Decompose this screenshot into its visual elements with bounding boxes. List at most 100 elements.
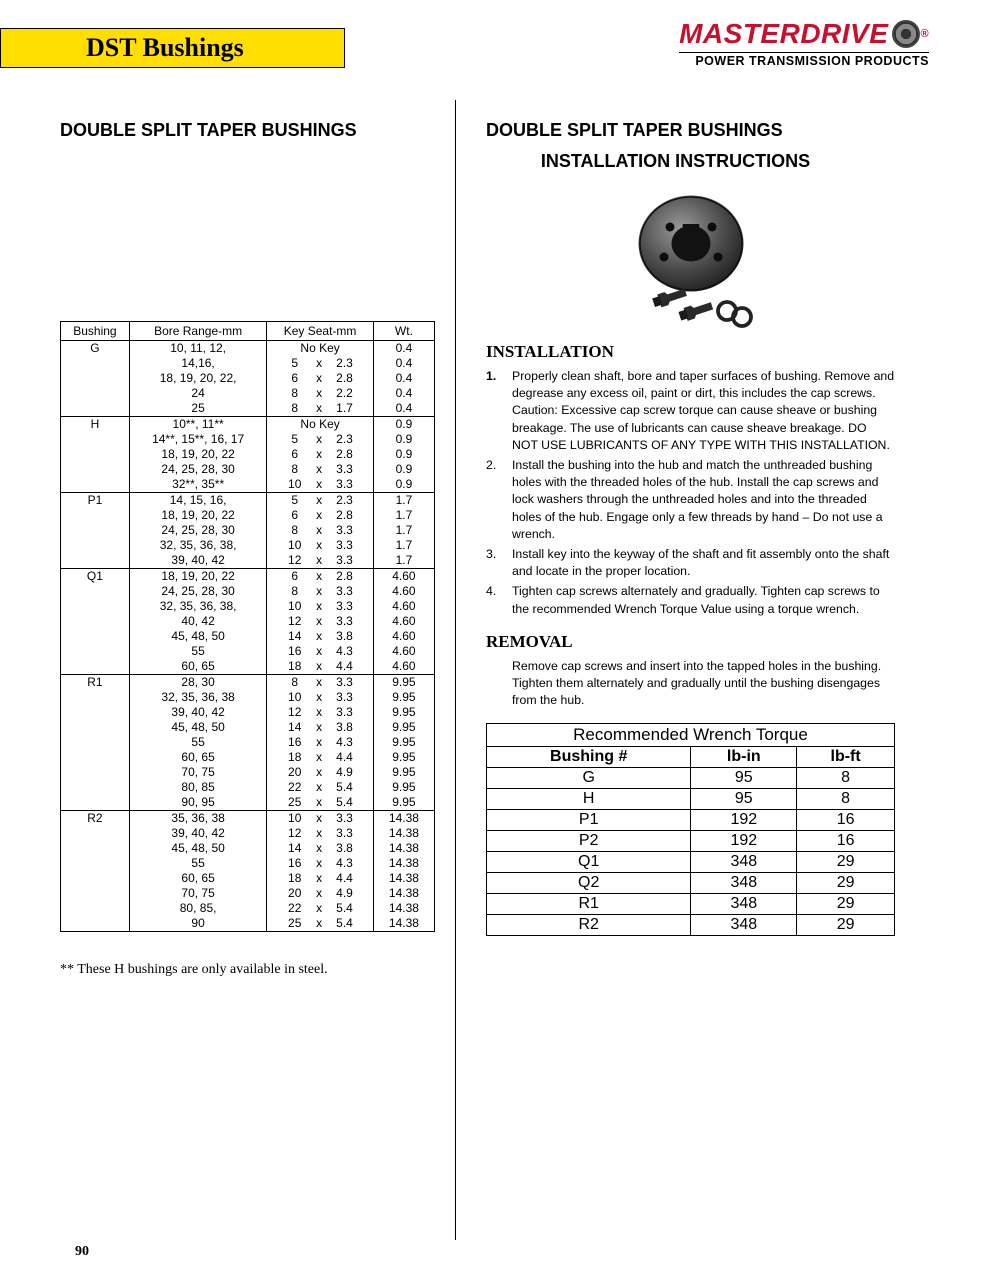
table-row: 90, 9525x5.49.95 <box>61 795 435 811</box>
cell-keyseat: 16x4.3 <box>267 735 373 750</box>
torque-col-lbft: lb-ft <box>797 747 895 768</box>
table-row: P114, 15, 16,5x2.31.7 <box>61 493 435 509</box>
removal-text: Remove cap screws and insert into the ta… <box>512 658 895 710</box>
cell-bore: 90, 95 <box>129 795 266 811</box>
cell-keyseat: 10x3.3 <box>267 599 373 614</box>
cell-bushing <box>61 356 130 371</box>
cell-bushing: Q1 <box>61 569 130 585</box>
cell-weight: 9.95 <box>373 720 434 735</box>
instruction-item: 3.Install key into the keyway of the sha… <box>486 546 895 580</box>
cell-bushing-num: R1 <box>487 894 691 915</box>
cell-weight: 4.60 <box>373 569 434 585</box>
cell-weight: 14.38 <box>373 811 434 827</box>
cell-keyseat: 16x4.3 <box>267 644 373 659</box>
table-row: Q134829 <box>487 852 895 873</box>
cell-weight: 9.95 <box>373 795 434 811</box>
table-row: R234829 <box>487 915 895 936</box>
instruction-number: 4. <box>486 583 512 617</box>
table-row: 60, 6518x4.49.95 <box>61 750 435 765</box>
cell-weight: 4.60 <box>373 584 434 599</box>
cell-lbft: 29 <box>797 852 895 873</box>
cell-weight: 0.9 <box>373 477 434 493</box>
cell-bore: 10**, 11** <box>129 417 266 433</box>
cell-lbin: 95 <box>691 768 797 789</box>
cell-bushing <box>61 644 130 659</box>
cell-bore: 80, 85 <box>129 780 266 795</box>
cell-bushing <box>61 901 130 916</box>
cell-bore: 70, 75 <box>129 765 266 780</box>
cell-weight: 14.38 <box>373 856 434 871</box>
table-row: 80, 8522x5.49.95 <box>61 780 435 795</box>
cell-bushing-num: G <box>487 768 691 789</box>
cell-bushing-num: R2 <box>487 915 691 936</box>
cell-lbin: 348 <box>691 915 797 936</box>
cell-keyseat: 18x4.4 <box>267 659 373 675</box>
cell-weight: 1.7 <box>373 523 434 538</box>
table-row: 14,16,5x2.30.4 <box>61 356 435 371</box>
footnote: ** These H bushings are only available i… <box>60 962 435 978</box>
cell-keyseat: 10x3.3 <box>267 811 373 827</box>
cell-bore: 39, 40, 42 <box>129 705 266 720</box>
cell-keyseat: 8x2.2 <box>267 386 373 401</box>
cell-weight: 1.7 <box>373 538 434 553</box>
cell-bore: 14**, 15**, 16, 17 <box>129 432 266 447</box>
instruction-item: 4.Tighten cap screws alternately and gra… <box>486 583 895 617</box>
cell-bore: 24, 25, 28, 30 <box>129 584 266 599</box>
cell-weight: 0.4 <box>373 386 434 401</box>
header-band: DST Bushings <box>0 28 345 68</box>
table-row: 60, 6518x4.414.38 <box>61 871 435 886</box>
cell-keyseat: 8x1.7 <box>267 401 373 417</box>
cell-bushing <box>61 690 130 705</box>
cell-bushing <box>61 447 130 462</box>
table-row: P119216 <box>487 810 895 831</box>
table-row: 32, 35, 36, 3810x3.39.95 <box>61 690 435 705</box>
cell-weight: 14.38 <box>373 841 434 856</box>
brand-name: MASTERDRIVE ® <box>679 18 929 50</box>
cell-bore: 24 <box>129 386 266 401</box>
cell-weight: 0.4 <box>373 371 434 386</box>
cell-weight: 0.4 <box>373 341 434 357</box>
cell-bore: 18, 19, 20, 22 <box>129 569 266 585</box>
cell-bore: 32**, 35** <box>129 477 266 493</box>
cell-bore: 35, 36, 38 <box>129 811 266 827</box>
cell-keyseat: 12x3.3 <box>267 553 373 569</box>
cell-bushing <box>61 795 130 811</box>
cell-bushing <box>61 720 130 735</box>
cell-bushing <box>61 553 130 569</box>
cell-lbft: 29 <box>797 894 895 915</box>
right-heading-2: INSTALLATION INSTRUCTIONS <box>456 151 895 172</box>
table-row: 18, 19, 20, 226x2.81.7 <box>61 508 435 523</box>
cell-weight: 4.60 <box>373 614 434 629</box>
table-row: H958 <box>487 789 895 810</box>
cell-bore: 80, 85, <box>129 901 266 916</box>
cell-lbft: 16 <box>797 831 895 852</box>
torque-col-bushing: Bushing # <box>487 747 691 768</box>
cell-bore: 55 <box>129 644 266 659</box>
cell-bore: 60, 65 <box>129 659 266 675</box>
cell-bushing <box>61 523 130 538</box>
cell-bushing <box>61 659 130 675</box>
table-row: 258x1.70.4 <box>61 401 435 417</box>
cell-bushing-num: Q2 <box>487 873 691 894</box>
table-row: R128, 308x3.39.95 <box>61 675 435 691</box>
spec-header-row: Bushing Bore Range-mm Key Seat-mm Wt. <box>61 322 435 341</box>
cell-bore: 14,16, <box>129 356 266 371</box>
instruction-item: 2.Install the bushing into the hub and m… <box>486 457 895 543</box>
table-row: 40, 4212x3.34.60 <box>61 614 435 629</box>
cell-keyseat: 8x3.3 <box>267 675 373 691</box>
cell-bushing-num: P2 <box>487 831 691 852</box>
col-bushing: Bushing <box>61 322 130 341</box>
cell-bore: 24, 25, 28, 30 <box>129 462 266 477</box>
col-wt: Wt. <box>373 322 434 341</box>
cell-bore: 32, 35, 36, 38 <box>129 690 266 705</box>
cell-keyseat: 22x5.4 <box>267 901 373 916</box>
cell-keyseat: No Key <box>267 341 373 357</box>
cell-lbin: 192 <box>691 831 797 852</box>
cell-keyseat: No Key <box>267 417 373 433</box>
cell-weight: 14.38 <box>373 826 434 841</box>
instruction-number: 2. <box>486 457 512 543</box>
cell-bushing <box>61 538 130 553</box>
installation-list: 1.Properly clean shaft, bore and taper s… <box>486 368 895 618</box>
cell-weight: 14.38 <box>373 886 434 901</box>
table-row: 5516x4.39.95 <box>61 735 435 750</box>
